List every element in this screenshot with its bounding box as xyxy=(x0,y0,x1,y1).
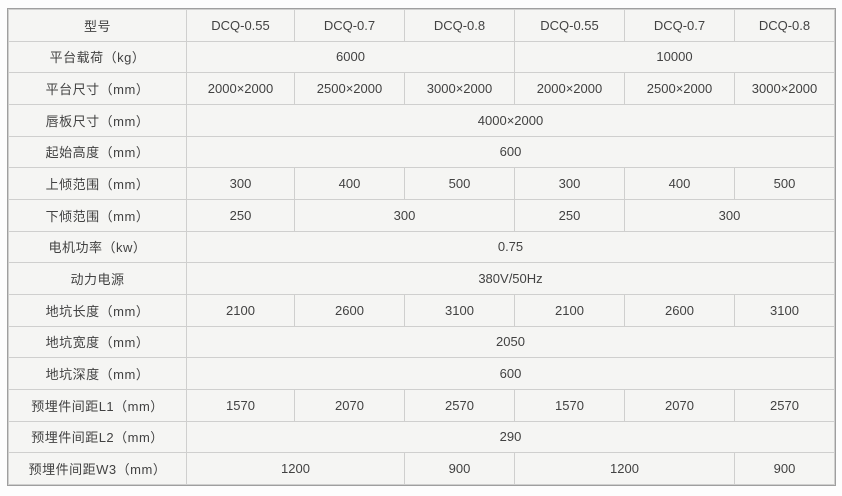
table-row-pit-depth: 地坑深度（mm） 600 xyxy=(8,357,835,390)
model-header-cell: DCQ-0.7 xyxy=(294,9,405,42)
spec-value-cell: 500 xyxy=(734,167,835,200)
table-row-pit-length: 地坑长度（mm） 2100 2600 3100 2100 2600 3100 xyxy=(8,293,835,327)
table-row-pit-width: 地坑宽度（mm） 2050 xyxy=(8,325,835,359)
spec-value-cell: 600 xyxy=(186,135,835,169)
table-row-embed-spacing-l2: 预埋件间距L2（mm） 290 xyxy=(8,420,835,454)
spec-value-cell: 2000×2000 xyxy=(514,72,625,105)
spec-label-platform-load: 平台载荷（kg） xyxy=(8,40,187,74)
table-row-tilt-down-range: 下倾范围（mm） 250 300 250 300 xyxy=(8,198,835,232)
spec-value-cell: 0.75 xyxy=(186,230,835,264)
spec-value-cell: 3000×2000 xyxy=(734,72,835,105)
spec-value-cell: 900 xyxy=(404,452,515,485)
spec-value-cell: 300 xyxy=(294,198,515,232)
spec-label-pit-width: 地坑宽度（mm） xyxy=(8,325,187,359)
spec-table-container: 型号 DCQ-0.55 DCQ-0.7 DCQ-0.8 DCQ-0.55 DCQ… xyxy=(7,8,836,486)
spec-value-cell: 600 xyxy=(186,357,835,390)
spec-table: 型号 DCQ-0.55 DCQ-0.7 DCQ-0.8 DCQ-0.55 DCQ… xyxy=(8,9,835,485)
spec-value-cell: 2050 xyxy=(186,325,835,359)
spec-value-cell: 2600 xyxy=(294,293,405,327)
spec-value-cell: 3100 xyxy=(734,293,835,327)
spec-value-cell: 500 xyxy=(404,167,515,200)
table-row-lip-size: 唇板尺寸（mm） 4000×2000 xyxy=(8,103,835,137)
spec-value-cell: 300 xyxy=(624,198,835,232)
spec-value-cell: 2070 xyxy=(624,388,735,422)
spec-value-cell: 2500×2000 xyxy=(624,72,735,105)
spec-label-pit-depth: 地坑深度（mm） xyxy=(8,357,187,390)
spec-value-cell: 2570 xyxy=(734,388,835,422)
spec-value-cell: 1200 xyxy=(186,452,405,485)
spec-label-pit-length: 地坑长度（mm） xyxy=(8,293,187,327)
spec-value-cell: 2070 xyxy=(294,388,405,422)
spec-value-cell: 250 xyxy=(186,198,295,232)
spec-value-cell: 10000 xyxy=(514,40,835,74)
spec-value-cell: 2500×2000 xyxy=(294,72,405,105)
spec-value-cell: 400 xyxy=(294,167,405,200)
spec-label-motor-power: 电机功率（kw） xyxy=(8,230,187,264)
spec-value-cell: 2600 xyxy=(624,293,735,327)
spec-value-cell: 900 xyxy=(734,452,835,485)
spec-value-cell: 1570 xyxy=(514,388,625,422)
spec-value-cell: 380V/50Hz xyxy=(186,262,835,295)
spec-value-cell: 400 xyxy=(624,167,735,200)
spec-label-embed-spacing-l1: 预埋件间距L1（mm） xyxy=(8,388,187,422)
model-header-cell: DCQ-0.7 xyxy=(624,9,735,42)
spec-value-cell: 3100 xyxy=(404,293,515,327)
spec-value-cell: 1570 xyxy=(186,388,295,422)
spec-value-cell: 300 xyxy=(514,167,625,200)
table-row-embed-spacing-w3: 预埋件间距W3（mm） 1200 900 1200 900 xyxy=(8,452,835,485)
table-row-initial-height: 起始高度（mm） 600 xyxy=(8,135,835,169)
spec-value-cell: 3000×2000 xyxy=(404,72,515,105)
table-row-platform-load: 平台载荷（kg） 6000 10000 xyxy=(8,40,835,74)
spec-value-cell: 250 xyxy=(514,198,625,232)
model-header-cell: DCQ-0.8 xyxy=(404,9,515,42)
spec-label-power-supply: 动力电源 xyxy=(8,262,187,295)
spec-label-lip-size: 唇板尺寸（mm） xyxy=(8,103,187,137)
spec-value-cell: 2100 xyxy=(186,293,295,327)
spec-value-cell: 300 xyxy=(186,167,295,200)
spec-label-embed-spacing-l2: 预埋件间距L2（mm） xyxy=(8,420,187,454)
spec-value-cell: 6000 xyxy=(186,40,515,74)
table-row-platform-size: 平台尺寸（mm） 2000×2000 2500×2000 3000×2000 2… xyxy=(8,72,835,105)
spec-value-cell: 2000×2000 xyxy=(186,72,295,105)
spec-label-model: 型号 xyxy=(8,9,187,42)
model-header-cell: DCQ-0.55 xyxy=(186,9,295,42)
table-row-motor-power: 电机功率（kw） 0.75 xyxy=(8,230,835,264)
model-header-cell: DCQ-0.55 xyxy=(514,9,625,42)
spec-value-cell: 2100 xyxy=(514,293,625,327)
table-row-embed-spacing-l1: 预埋件间距L1（mm） 1570 2070 2570 1570 2070 257… xyxy=(8,388,835,422)
spec-label-initial-height: 起始高度（mm） xyxy=(8,135,187,169)
spec-value-cell: 1200 xyxy=(514,452,735,485)
model-header-cell: DCQ-0.8 xyxy=(734,9,835,42)
spec-value-cell: 290 xyxy=(186,420,835,454)
spec-label-tilt-up-range: 上倾范围（mm） xyxy=(8,167,187,200)
table-row-model: 型号 DCQ-0.55 DCQ-0.7 DCQ-0.8 DCQ-0.55 DCQ… xyxy=(8,9,835,42)
spec-value-cell: 4000×2000 xyxy=(186,103,835,137)
spec-value-cell: 2570 xyxy=(404,388,515,422)
table-row-power-supply: 动力电源 380V/50Hz xyxy=(8,262,835,295)
table-row-tilt-up-range: 上倾范围（mm） 300 400 500 300 400 500 xyxy=(8,167,835,200)
spec-label-tilt-down-range: 下倾范围（mm） xyxy=(8,198,187,232)
spec-label-platform-size: 平台尺寸（mm） xyxy=(8,72,187,105)
spec-label-embed-spacing-w3: 预埋件间距W3（mm） xyxy=(8,452,187,485)
